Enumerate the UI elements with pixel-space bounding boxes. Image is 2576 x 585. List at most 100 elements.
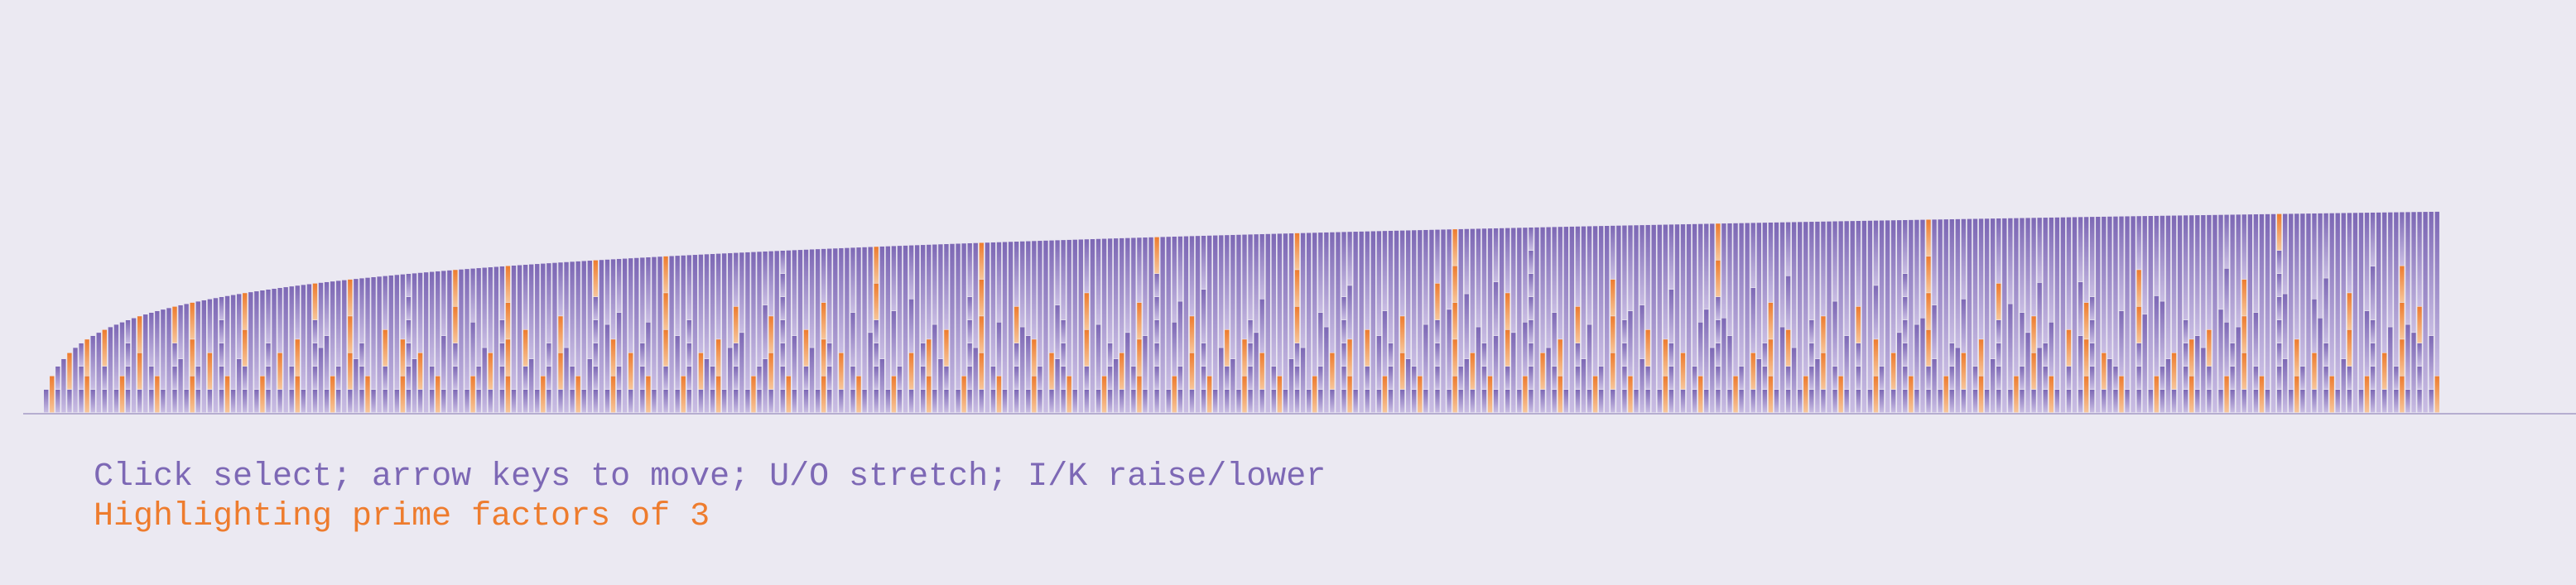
factor-segment[interactable] bbox=[1563, 390, 1568, 413]
factor-segment[interactable] bbox=[219, 320, 224, 343]
factor-segment[interactable] bbox=[1984, 218, 1990, 390]
factor-segment[interactable] bbox=[1949, 343, 1954, 367]
highlighted-factor-segment[interactable] bbox=[2276, 213, 2282, 251]
factor-segment[interactable] bbox=[1639, 358, 1644, 413]
factor-segment[interactable] bbox=[967, 390, 972, 413]
highlighted-factor-segment[interactable] bbox=[1505, 329, 1510, 367]
factor-segment[interactable] bbox=[1347, 232, 1352, 285]
factor-segment[interactable] bbox=[1803, 222, 1808, 376]
factor-segment[interactable] bbox=[616, 390, 622, 413]
factor-segment[interactable] bbox=[1283, 390, 1288, 413]
factor-segment[interactable] bbox=[1668, 289, 1674, 343]
factor-segment[interactable] bbox=[874, 343, 879, 367]
factor-segment[interactable] bbox=[710, 253, 715, 367]
factor-segment[interactable] bbox=[850, 247, 855, 313]
factor-segment[interactable] bbox=[1084, 367, 1090, 390]
factor-segment[interactable] bbox=[1938, 390, 1943, 413]
factor-segment[interactable] bbox=[2066, 367, 2072, 390]
factor-segment[interactable] bbox=[575, 261, 580, 376]
factor-segment[interactable] bbox=[646, 257, 651, 323]
factor-segment[interactable] bbox=[956, 243, 961, 390]
factor-segment[interactable] bbox=[1996, 320, 2001, 343]
factor-segment[interactable] bbox=[2429, 390, 2434, 413]
factor-segment[interactable] bbox=[272, 288, 277, 413]
factor-segment[interactable] bbox=[1300, 348, 1306, 413]
factor-segment[interactable] bbox=[1967, 218, 1972, 413]
factor-segment[interactable] bbox=[324, 281, 330, 336]
factor-segment[interactable] bbox=[1961, 218, 1967, 299]
highlighted-factor-segment[interactable] bbox=[1382, 376, 1388, 413]
factor-segment[interactable] bbox=[1154, 297, 1159, 320]
factor-segment[interactable] bbox=[1078, 239, 1084, 413]
factor-segment[interactable] bbox=[1762, 367, 1768, 390]
highlighted-factor-segment[interactable] bbox=[575, 376, 580, 413]
factor-segment[interactable] bbox=[827, 390, 832, 413]
factor-segment[interactable] bbox=[318, 348, 324, 413]
highlighted-factor-segment[interactable] bbox=[1873, 339, 1879, 376]
highlighted-factor-segment[interactable] bbox=[1032, 376, 1037, 413]
factor-segment[interactable] bbox=[721, 253, 727, 390]
factor-segment[interactable] bbox=[2341, 358, 2346, 413]
factor-segment[interactable] bbox=[815, 390, 821, 413]
factor-segment[interactable] bbox=[780, 343, 785, 367]
highlighted-factor-segment[interactable] bbox=[470, 376, 475, 413]
factor-segment[interactable] bbox=[1867, 390, 1873, 413]
factor-segment[interactable] bbox=[1423, 229, 1428, 324]
highlighted-factor-segment[interactable] bbox=[2400, 339, 2405, 376]
factor-segment[interactable] bbox=[2020, 367, 2025, 390]
highlighted-factor-segment[interactable] bbox=[663, 329, 668, 367]
factor-segment[interactable] bbox=[2289, 390, 2294, 413]
factor-segment[interactable] bbox=[652, 257, 657, 390]
highlighted-factor-segment[interactable] bbox=[312, 283, 318, 320]
factor-segment[interactable] bbox=[1487, 228, 1493, 376]
factor-segment[interactable] bbox=[780, 320, 785, 343]
factor-segment[interactable] bbox=[1154, 343, 1159, 367]
factor-segment[interactable] bbox=[476, 268, 481, 367]
factor-segment[interactable] bbox=[1517, 228, 1522, 390]
factor-segment[interactable] bbox=[827, 367, 832, 390]
factor-segment[interactable] bbox=[1481, 367, 1487, 390]
factor-segment[interactable] bbox=[593, 367, 599, 390]
highlighted-factor-segment[interactable] bbox=[1750, 352, 1755, 390]
factor-segment[interactable] bbox=[2090, 217, 2095, 297]
factor-segment[interactable] bbox=[1943, 219, 1948, 376]
factor-segment[interactable] bbox=[2008, 304, 2013, 390]
factor-segment[interactable] bbox=[663, 367, 668, 390]
highlighted-factor-segment[interactable] bbox=[610, 339, 616, 376]
factor-segment[interactable] bbox=[1107, 367, 1113, 390]
factor-segment[interactable] bbox=[172, 390, 177, 413]
factor-segment[interactable] bbox=[2236, 214, 2241, 327]
factor-segment[interactable] bbox=[546, 263, 551, 343]
factor-segment[interactable] bbox=[2224, 214, 2229, 268]
factor-segment[interactable] bbox=[2183, 343, 2188, 367]
factor-segment[interactable] bbox=[2394, 212, 2399, 367]
factor-segment[interactable] bbox=[1668, 390, 1674, 413]
factor-segment[interactable] bbox=[522, 367, 528, 390]
factor-segment[interactable] bbox=[1020, 241, 1025, 327]
factor-segment[interactable] bbox=[1493, 228, 1499, 282]
factor-segment[interactable] bbox=[2230, 367, 2235, 390]
highlighted-factor-segment[interactable] bbox=[1365, 329, 1370, 367]
factor-segment[interactable] bbox=[1336, 232, 1341, 413]
highlighted-factor-segment[interactable] bbox=[996, 376, 1002, 413]
highlighted-factor-segment[interactable] bbox=[1540, 352, 1545, 390]
factor-segment[interactable] bbox=[1540, 390, 1545, 413]
factor-segment[interactable] bbox=[973, 348, 978, 413]
factor-segment[interactable] bbox=[938, 358, 943, 413]
factor-segment[interactable] bbox=[2119, 311, 2124, 376]
factor-segment[interactable] bbox=[1563, 227, 1568, 390]
factor-segment[interactable] bbox=[2318, 318, 2323, 413]
factor-segment[interactable] bbox=[2207, 367, 2212, 390]
factor-segment[interactable] bbox=[79, 343, 84, 367]
factor-segment[interactable] bbox=[2078, 217, 2083, 282]
highlighted-factor-segment[interactable] bbox=[821, 302, 826, 339]
factor-segment[interactable] bbox=[1359, 231, 1364, 413]
highlighted-factor-segment[interactable] bbox=[1242, 339, 1247, 376]
factor-segment[interactable] bbox=[558, 390, 563, 413]
factor-segment[interactable] bbox=[2318, 213, 2323, 318]
factor-segment[interactable] bbox=[1014, 242, 1019, 307]
factor-segment[interactable] bbox=[2388, 327, 2393, 413]
factor-segment[interactable] bbox=[2078, 281, 2083, 336]
factor-segment[interactable] bbox=[1388, 230, 1394, 343]
factor-segment[interactable] bbox=[1061, 390, 1066, 413]
